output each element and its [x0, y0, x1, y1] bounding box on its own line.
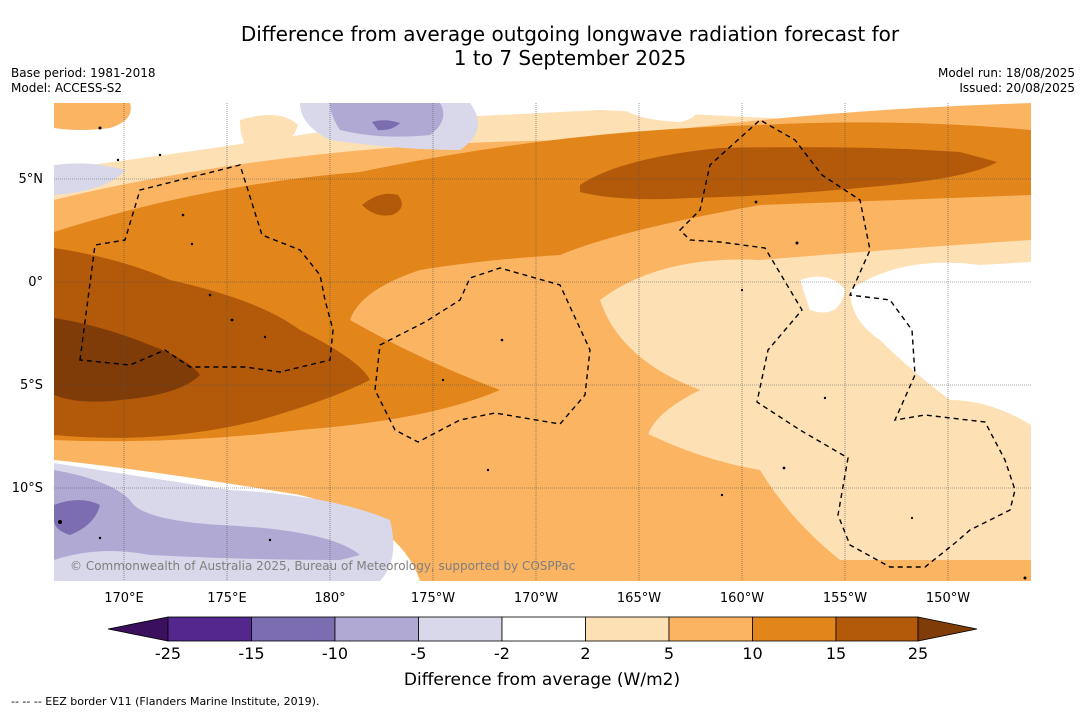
band-15-to-25-patch	[362, 193, 402, 216]
colorbar-title: Difference from average (W/m2)	[404, 670, 680, 690]
colorbar-label: -2	[494, 644, 510, 663]
colorbar-segment	[418, 616, 503, 642]
base-period-label: Base period: 1981-2018	[11, 66, 156, 80]
colorbar: -25 -15 -10 -5 -2 2 5 10 15 25 Differenc…	[107, 616, 978, 690]
colorbar-label: -5	[411, 644, 427, 663]
eez-borders	[79, 119, 1016, 568]
colorbar-label: 25	[908, 644, 928, 663]
colorbar-label: 2	[580, 644, 590, 663]
colorbar-segment	[668, 616, 753, 642]
colorbar-segment	[752, 616, 837, 642]
band-2-to-5-north-patch	[240, 115, 298, 158]
band-5-to-10-nw-corner	[54, 103, 131, 130]
lon-ticks: 170°E 175°E 180° 175°W 170°W 165°W 160°W…	[104, 591, 970, 606]
colorbar-segment	[585, 616, 670, 642]
colorbar-label: -25	[155, 644, 181, 663]
model-run-label: Model run: 18/08/2025	[937, 66, 1075, 80]
colorbar-segment	[251, 616, 336, 642]
lat-tick: 5°N	[19, 172, 44, 187]
lon-tick: 175°W	[411, 591, 455, 606]
colorbar-label: 10	[742, 644, 762, 663]
colorbar-extend-left	[107, 616, 169, 642]
lat-tick: 10°S	[12, 481, 43, 496]
lon-tick: 175°E	[207, 591, 247, 606]
islands	[58, 126, 1027, 580]
colorbar-segment	[501, 616, 586, 642]
band-minus-15-to-minus-10-sw	[54, 500, 100, 535]
lon-tick: 170°W	[514, 591, 558, 606]
colorbar-label: -15	[238, 644, 264, 663]
band-minus-10-to-minus-5-north	[330, 103, 444, 137]
lon-tick: 150°W	[926, 591, 970, 606]
colorbar-label: 15	[826, 644, 846, 663]
lon-tick: 160°W	[720, 591, 764, 606]
map-title-line2: 1 to 7 September 2025	[453, 46, 687, 70]
white-patch-east	[800, 276, 845, 313]
colorbar-label: -10	[322, 644, 348, 663]
band-minus-10-to-minus-5-sw	[54, 470, 360, 560]
lat-tick: 0°	[28, 275, 43, 290]
white-patch-north-central	[625, 103, 700, 122]
map-title-line1: Difference from average outgoing longwav…	[240, 22, 900, 46]
lon-tick: 165°W	[617, 591, 661, 606]
anomaly-field: © Commonwealth of Australia 2025, Bureau…	[54, 103, 1031, 581]
band-above-25	[54, 318, 200, 402]
band-15-to-25-north	[580, 147, 997, 200]
colorbar-extend-right	[917, 616, 978, 642]
issued-label: Issued: 20/08/2025	[959, 81, 1075, 95]
band-minus-15-to-minus-10-north	[372, 120, 400, 131]
white-patch-far-east	[850, 262, 1031, 425]
lat-ticks: 5°N 0° 5°S 10°S	[12, 172, 43, 496]
colorbar-segment	[334, 616, 419, 642]
colorbar-segment	[167, 616, 252, 642]
lon-tick: 180°	[314, 591, 345, 606]
lat-tick: 5°S	[20, 378, 43, 393]
white-north	[54, 103, 1031, 170]
copyright-notice: © Commonwealth of Australia 2025, Bureau…	[70, 559, 575, 573]
model-label: Model: ACCESS-S2	[11, 81, 123, 95]
colorbar-labels: -25 -15 -10 -5 -2 2 5 10 15 25	[155, 644, 928, 663]
lon-tick: 170°E	[104, 591, 144, 606]
band-5-to-10-south	[600, 430, 1031, 581]
lon-tick: 155°W	[823, 591, 867, 606]
colorbar-segment	[835, 616, 919, 642]
band-minus-5-to-minus-2-nw	[54, 163, 125, 195]
colorbar-label: 5	[664, 644, 674, 663]
eez-legend-note: -- -- -- EEZ border V11 (Flanders Marine…	[11, 695, 320, 708]
graticule	[54, 103, 1031, 581]
